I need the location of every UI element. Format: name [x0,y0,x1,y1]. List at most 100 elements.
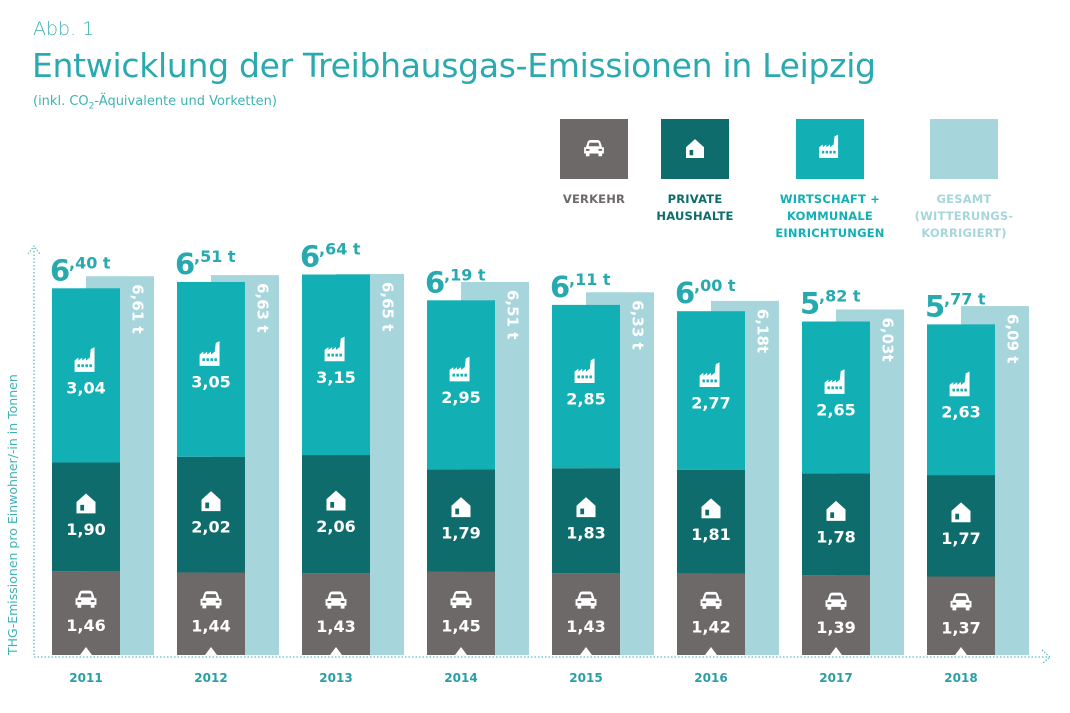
legend-label-haushalte: PRIVATE HAUSHALTE [656,192,734,223]
bar-segment-wirtschaft [677,311,745,470]
gesamt-value-label: 6,09 t [1004,314,1022,363]
bar-segment-verkehr [802,575,870,655]
car-icon [325,591,347,609]
car-icon [950,593,972,611]
gesamt-value-label: 6,18t [754,309,772,353]
bar-segment-haushalte [677,469,745,574]
car-icon [584,140,604,157]
segment-value-label: 1,46 [66,616,105,635]
total-value-decimal: ,40 t [69,253,111,272]
subtitle-pre: (inkl. CO [33,94,89,109]
segment-value-label: 1,79 [441,524,480,543]
gesamt-value-label: 6,33 t [629,300,647,349]
legend-label-gesamt: GESAMT (WITTERUNGS- KORRIGIERT) [914,192,1014,240]
chart-subtitle: (inkl. CO2-Äquivalente und Vorketten) [33,94,277,112]
bar-segment-verkehr [427,571,495,655]
base-marker-icon [455,647,467,655]
base-marker-icon [830,647,842,655]
x-axis-arrow-icon [1041,649,1051,665]
bar-segment-haushalte [427,469,495,572]
house-icon [951,502,971,523]
bar-group-2017: 6,03t 1,39 1,78 2,65 5,82 t 2017 [800,287,904,685]
bar-segment-haushalte [552,468,620,574]
factory-icon [824,369,845,394]
legend-item-gesamt: GESAMT (WITTERUNGS- KORRIGIERT) [899,119,1029,242]
factory-icon [574,358,595,384]
figure-label: Abb. 1 [33,18,95,40]
base-marker-icon [80,647,92,655]
bar-segment-verkehr [302,573,370,655]
factory-icon [819,134,839,158]
x-tick-label: 2013 [319,671,352,685]
base-marker-icon [705,647,717,655]
segment-value-label: 1,43 [316,617,355,636]
car-icon [700,591,722,609]
segment-value-label: 1,42 [691,617,730,636]
x-tick-label: 2018 [944,671,977,685]
bar-group-2012: 6,63 t 1,44 2,02 3,05 6,51 t 2012 [175,247,279,685]
segment-value-label: 2,77 [691,394,730,413]
bar-segment-haushalte [927,475,995,577]
car-icon [825,592,847,610]
gesamt-value-label: 6,63 t [254,283,272,332]
bar-segment-verkehr [677,573,745,655]
total-value-integer: 6 [50,253,70,287]
segment-value-label: 3,04 [66,378,105,397]
bar-segment-haushalte [52,462,120,572]
segment-value-label: 1,78 [816,527,855,546]
total-value-decimal: ,00 t [694,276,736,295]
legend-swatch-haushalte [661,119,729,179]
car-icon [75,590,97,608]
x-tick-label: 2015 [569,671,602,685]
legend-label-verkehr: VERKEHR [562,192,626,206]
base-marker-icon [330,647,342,655]
subtitle-subscript: 2 [88,101,95,112]
total-value-integer: 5 [925,289,945,323]
bar-segment-wirtschaft [302,274,370,456]
legend-item-haushalte: PRIVATE HAUSHALTE [630,119,760,225]
car-icon [584,140,604,157]
bar-group-2013: 6,65 t 1,43 2,06 3,15 6,64 t 2013 [300,240,404,685]
house-icon [826,500,846,521]
segment-value-label: 1,81 [691,525,730,544]
bar-segment-verkehr [177,572,245,655]
legend-item-verkehr: VERKEHR [529,119,659,208]
bar-segment-haushalte [302,455,370,574]
base-marker-icon [205,647,217,655]
segment-value-label: 2,95 [441,388,480,407]
house-icon [576,497,596,518]
base-marker-icon [955,647,967,655]
bar-segment-haushalte [177,456,245,573]
car-icon [450,590,472,609]
total-value-decimal: ,19 t [444,265,486,284]
segment-value-label: 2,02 [191,518,230,537]
total-value-decimal: ,11 t [569,270,611,289]
house-icon [451,497,471,518]
x-tick-label: 2014 [444,671,477,685]
gesamt-value-label: 6,51 t [504,290,522,339]
house-icon [326,490,346,511]
bar-segment-wirtschaft [552,304,620,469]
factory-icon [449,356,470,382]
gesamt-value-label: 6,03t [879,317,897,361]
gesamt-value-label: 6,61 t [129,284,147,333]
bar-segment-wirtschaft [802,321,870,474]
legend-swatch-verkehr [560,119,628,179]
segment-value-label: 2,63 [941,403,980,422]
factory-icon [199,341,220,366]
bar-segment-verkehr [52,571,120,655]
car-icon [575,591,597,609]
total-value-integer: 6 [550,270,570,304]
segment-value-label: 2,65 [816,400,855,419]
total-value-integer: 6 [675,276,695,310]
house-icon [76,493,96,514]
segment-value-label: 2,06 [316,517,355,536]
total-value-integer: 6 [300,240,320,274]
bar-group-2018: 6,09 t 1,37 1,77 2,63 5,77 t 2018 [925,289,1029,685]
segment-value-label: 3,05 [191,372,230,391]
segment-value-label: 1,37 [941,619,980,638]
x-tick-label: 2012 [194,671,227,685]
bar-segment-verkehr [927,576,995,655]
bar-segment-wirtschaft [427,300,495,470]
